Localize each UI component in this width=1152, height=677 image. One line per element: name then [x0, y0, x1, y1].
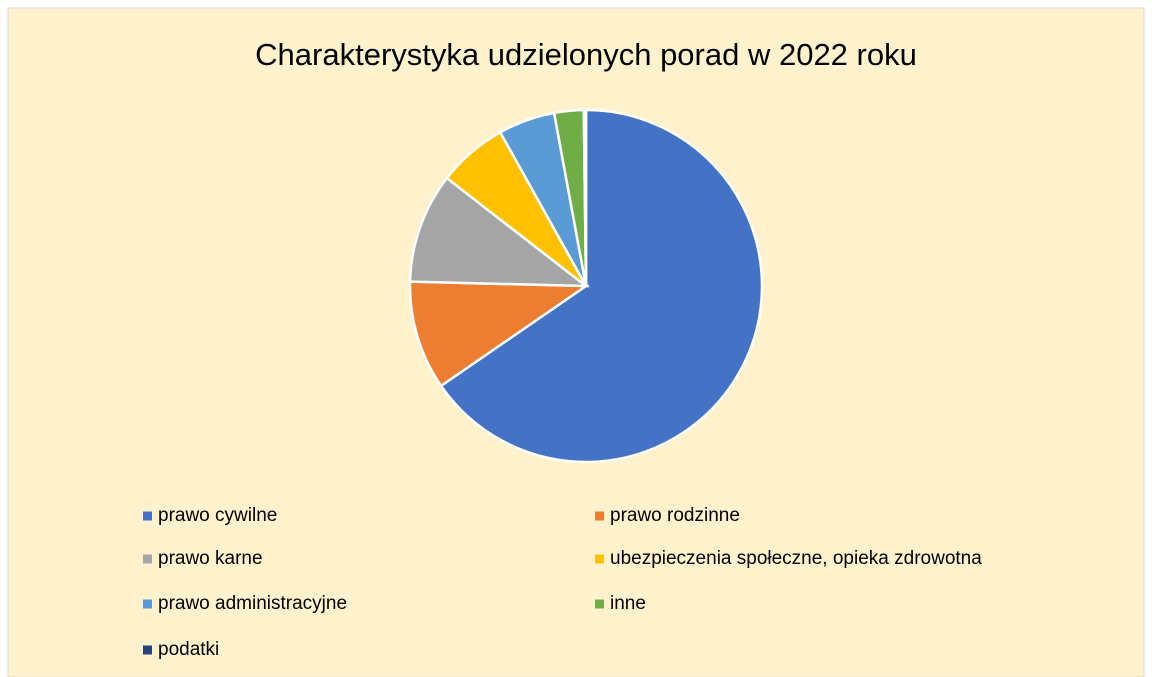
legend-swatch [595, 599, 604, 609]
legend-swatch [143, 645, 152, 655]
legend-swatch [595, 554, 604, 564]
legend-swatch [143, 599, 152, 609]
legend-label: prawo rodzinne [610, 505, 740, 526]
pie-slice [439, 108, 764, 464]
legend-swatch [143, 554, 152, 564]
legend-label: podatki [158, 639, 219, 660]
legend-label: inne [610, 593, 646, 614]
legend-swatch [595, 511, 604, 521]
legend-label: ubezpieczenia społeczne, opieka zdrowotn… [610, 548, 982, 569]
pie-slice [408, 280, 590, 388]
chart-title: Charakterystyka udzielonych porad w 2022… [255, 37, 917, 72]
legend-label: prawo cywilne [158, 505, 277, 526]
legend-label: prawo karne [158, 548, 263, 569]
legend-label: prawo administracyjne [158, 593, 347, 614]
pie-slice [408, 176, 590, 288]
legend-swatch [143, 511, 152, 521]
pie-slice [582, 108, 588, 287]
